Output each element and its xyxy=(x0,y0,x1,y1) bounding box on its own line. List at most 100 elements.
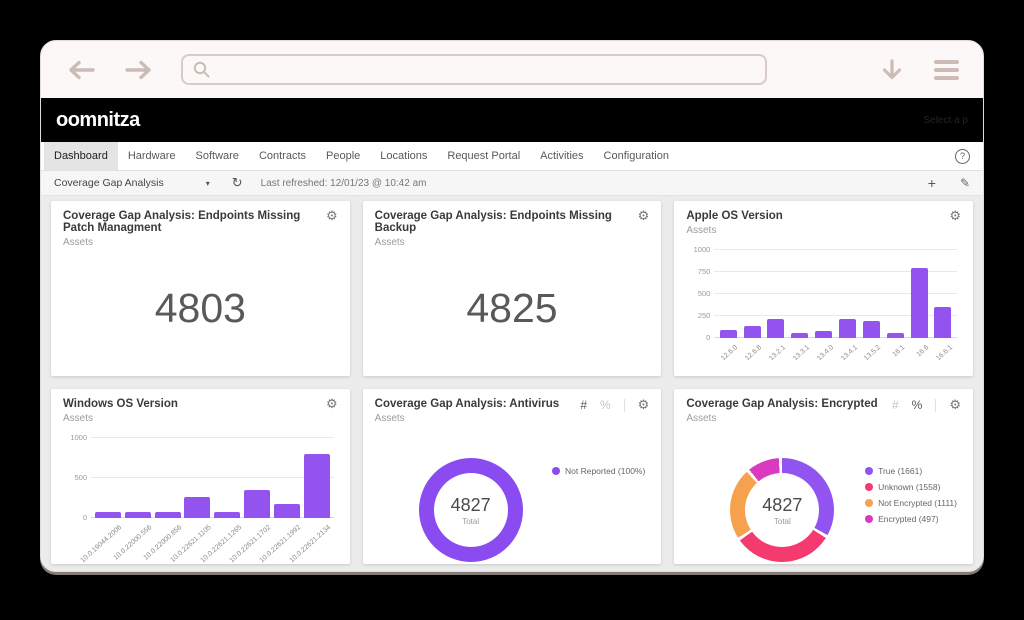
card-subtitle: Assets xyxy=(63,413,94,424)
menu-bar xyxy=(934,67,959,72)
gridline: 1000 xyxy=(70,433,334,442)
y-tick-label: 250 xyxy=(697,311,711,320)
x-tick-cell: 13.3.1 xyxy=(791,341,811,368)
x-tick-cell: 13.4.1 xyxy=(839,341,859,368)
dashboard-select-value: Coverage Gap Analysis xyxy=(54,177,164,189)
card-apple-os-version: Apple OS Version Assets ⚙ 1000 750 500 250 0… xyxy=(674,201,973,376)
bar xyxy=(94,511,121,518)
bar xyxy=(303,454,330,518)
y-tick-label: 500 xyxy=(697,289,711,298)
card-subtitle: Assets xyxy=(686,225,717,236)
gear-icon[interactable]: ⚙ xyxy=(637,209,650,224)
card-subtitle: Assets xyxy=(374,237,405,248)
divider xyxy=(935,398,937,412)
main-nav: Dashboard Hardware Software Contracts Pe… xyxy=(41,142,983,171)
refresh-icon[interactable]: ↻ xyxy=(231,175,243,191)
percent-toggle[interactable]: % xyxy=(911,398,923,412)
download-button[interactable] xyxy=(880,58,904,82)
donut-total-value: 4827 xyxy=(762,494,803,515)
edit-dashboard-icon[interactable]: ✎ xyxy=(959,176,970,190)
add-widget-button[interactable]: + xyxy=(927,175,936,191)
bar xyxy=(124,511,151,518)
y-tick-label: 0 xyxy=(706,333,711,342)
x-tick-label: 13.5.2 xyxy=(863,344,883,363)
menu-bar xyxy=(934,59,959,64)
tab-dashboard[interactable]: Dashboard xyxy=(44,142,118,170)
gear-icon[interactable]: ⚙ xyxy=(949,209,961,224)
back-button[interactable] xyxy=(65,59,97,81)
menu-button[interactable] xyxy=(934,59,959,80)
tab-configuration[interactable]: Configuration xyxy=(603,150,669,162)
apple-os-bar-chart: 1000 750 500 250 0 12.6.0 12.6.8 13.2.1 13.3.1 13… xyxy=(694,245,957,368)
gear-icon[interactable]: ⚙ xyxy=(326,209,338,224)
tab-people[interactable]: People xyxy=(326,150,361,162)
last-refreshed-text: Last refreshed: 12/01/23 @ 10:42 am xyxy=(260,177,427,189)
tab-locations[interactable]: Locations xyxy=(380,150,428,162)
x-tick-label: 12.6.8 xyxy=(744,344,764,363)
count-toggle[interactable]: # xyxy=(891,398,899,412)
bar xyxy=(862,321,880,338)
url-input[interactable] xyxy=(217,62,756,77)
forward-button[interactable] xyxy=(123,59,155,81)
x-tick-label: 13.2.1 xyxy=(768,344,788,363)
stat-value: 4803 xyxy=(154,285,246,331)
legend-label: True (1661) xyxy=(878,466,923,476)
tab-software[interactable]: Software xyxy=(195,150,239,162)
gridline: 0 xyxy=(706,333,957,342)
divider xyxy=(623,398,625,412)
x-tick-cell: 10.0.22621.1105 xyxy=(170,521,213,564)
card-title: Coverage Gap Analysis: Antivirus xyxy=(374,398,560,410)
x-tick-label: 16.6.1 xyxy=(935,344,955,363)
gridline: 250 xyxy=(698,311,957,320)
x-tick-cell: 13.2.1 xyxy=(767,341,788,368)
legend-dot xyxy=(865,483,874,491)
gear-icon[interactable]: ⚙ xyxy=(949,397,961,413)
encrypted-donut-chart: 4827 Total xyxy=(730,458,835,562)
percent-toggle[interactable]: % xyxy=(600,398,611,412)
legend-item: Not Reported (100%) xyxy=(552,466,645,476)
legend-label: Unknown (1558) xyxy=(878,482,941,492)
x-tick-label: 13.4.1 xyxy=(839,344,859,363)
tab-activities[interactable]: Activities xyxy=(540,150,584,162)
dashboard-select[interactable]: Coverage Gap Analysis ▾ xyxy=(54,177,210,189)
gear-icon[interactable]: ⚙ xyxy=(326,397,338,412)
bar xyxy=(886,332,904,338)
x-tick-cell: 12.6.8 xyxy=(744,341,764,368)
donut-total-label: Total xyxy=(462,516,480,526)
x-tick-label: 16.6 xyxy=(915,344,931,359)
gear-icon[interactable]: ⚙ xyxy=(637,397,650,413)
dashboard-toolbar: Coverage Gap Analysis ▾ ↻ Last refreshed… xyxy=(41,171,983,196)
legend-item: True (1661) xyxy=(865,466,957,476)
legend-dot xyxy=(865,515,874,523)
x-tick-cell: 12.6.0 xyxy=(720,341,739,368)
help-icon[interactable]: ? xyxy=(955,148,970,164)
card-title: Windows OS Version xyxy=(63,398,178,410)
x-tick-cell: 16.1 xyxy=(887,341,907,368)
bar xyxy=(815,330,833,338)
x-tick-cell: 10.0.22621.2134 xyxy=(289,521,333,564)
forward-arrow-icon xyxy=(125,60,151,79)
bar xyxy=(934,307,952,338)
x-tick-label: 16.1 xyxy=(891,344,907,359)
tab-request-portal[interactable]: Request Portal xyxy=(447,150,521,162)
bar xyxy=(244,490,271,518)
legend-label: Encrypted (497) xyxy=(878,514,939,524)
y-tick-label: 500 xyxy=(74,473,87,482)
donut-total-label: Total xyxy=(773,516,791,526)
tab-contracts[interactable]: Contracts xyxy=(258,150,307,162)
y-tick-label: 1000 xyxy=(70,433,87,442)
tab-hardware[interactable]: Hardware xyxy=(127,150,176,162)
y-tick-label: 750 xyxy=(697,267,711,276)
url-bar[interactable] xyxy=(181,54,767,85)
count-toggle[interactable]: # xyxy=(580,398,587,412)
antivirus-donut-chart: 4827 Total xyxy=(418,458,523,562)
x-tick-cell: 13.5.2 xyxy=(863,341,883,368)
donut-center: 4827 Total xyxy=(433,473,508,547)
back-arrow-icon xyxy=(69,60,95,79)
bar xyxy=(910,267,928,338)
search-icon xyxy=(193,61,210,78)
x-axis-labels: 12.6.0 12.6.8 13.2.1 13.3.1 13.4.0 13.4.1 13.5… xyxy=(714,341,957,368)
bar xyxy=(154,511,181,518)
gridline: 500 xyxy=(698,289,957,298)
x-tick-cell: 13.4.0 xyxy=(815,341,835,368)
